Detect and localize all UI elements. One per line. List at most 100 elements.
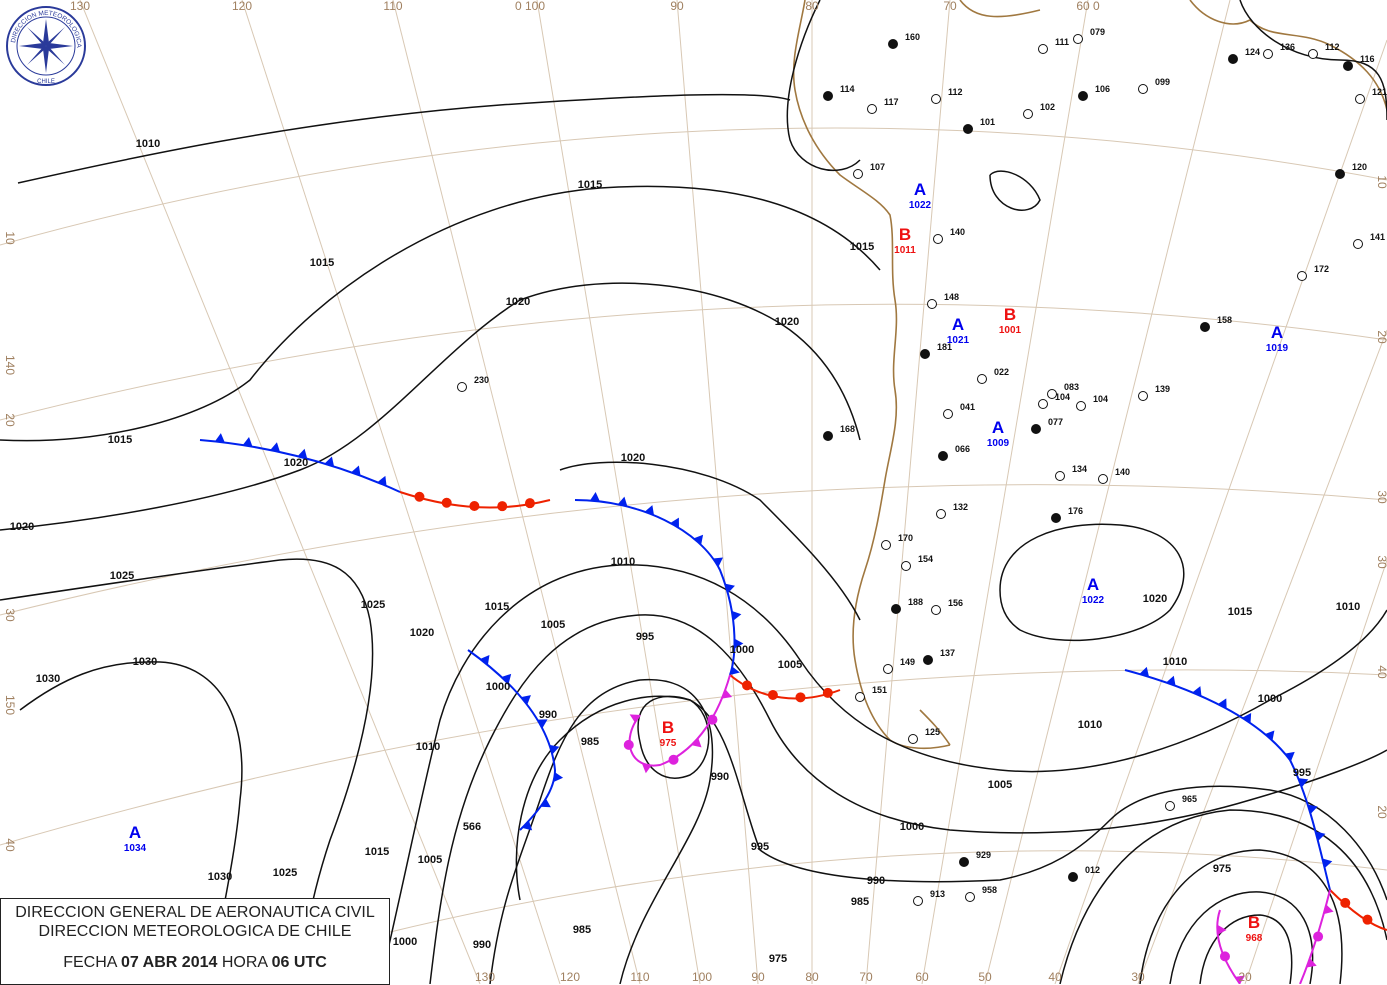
station-pressure: 104 xyxy=(1055,392,1070,402)
isobar-label: 1005 xyxy=(418,854,442,866)
center-pressure-value: 1021 xyxy=(947,335,970,346)
bottom-grid-label: 120 xyxy=(560,970,580,984)
isobar xyxy=(990,171,1040,210)
bottom-grid-label: 30 xyxy=(1131,970,1145,984)
hora-value: 06 UTC xyxy=(272,954,327,971)
station-pressure: 188 xyxy=(908,597,923,607)
station-pressure: 099 xyxy=(1155,77,1170,87)
station-pressure: 106 xyxy=(1095,84,1110,94)
isobar-label: 1015 xyxy=(365,846,389,858)
station-pressure: 137 xyxy=(940,648,955,658)
isobar-label: 1010 xyxy=(136,138,160,150)
top-grid-label: 120 xyxy=(232,0,252,13)
high-pressure-center: A xyxy=(1271,323,1283,342)
station-circle xyxy=(978,375,987,384)
bottom-grid-label: 40 xyxy=(1048,970,1062,984)
isobar-label: 995 xyxy=(1293,767,1311,779)
station-pressure: 012 xyxy=(1085,865,1100,875)
fecha-value: 07 ABR 2014 xyxy=(121,954,217,971)
front-triangle xyxy=(732,611,742,621)
station-circle xyxy=(1024,110,1033,119)
bottom-grid-label: 50 xyxy=(978,970,992,984)
station-circle xyxy=(902,562,911,571)
station-pressure: 168 xyxy=(840,424,855,434)
station-pressure: 132 xyxy=(953,502,968,512)
isobar-label: 1020 xyxy=(1143,593,1167,605)
cold-front xyxy=(575,500,734,675)
agency-line: DIRECCION GENERAL DE AERONAUTICA CIVIL xyxy=(1,903,389,922)
isobar-label: 1020 xyxy=(506,296,530,308)
front-triangle xyxy=(553,772,563,782)
isobar-label: 990 xyxy=(711,771,729,783)
station-pressure: 140 xyxy=(950,227,965,237)
isobar-label: 1005 xyxy=(541,619,565,631)
station-circle xyxy=(1166,802,1175,811)
bottom-grid-label: 130 xyxy=(475,970,495,984)
front-semicircle xyxy=(469,501,479,511)
station-pressure: 176 xyxy=(1068,506,1083,516)
station-circle xyxy=(868,105,877,114)
station-pressure: 148 xyxy=(944,292,959,302)
station-circle xyxy=(856,693,865,702)
station-pressure: 041 xyxy=(960,402,975,412)
isobar-label: 975 xyxy=(1213,863,1231,875)
station-pressure: 172 xyxy=(1314,264,1329,274)
isobar-label: 1005 xyxy=(988,779,1012,791)
station-circle xyxy=(928,300,937,309)
station-pressure: 112 xyxy=(948,87,963,97)
station-circle xyxy=(1139,392,1148,401)
front-semicircle xyxy=(525,498,535,508)
isobar-label: 985 xyxy=(581,736,599,748)
station-pressure: 117 xyxy=(884,97,899,107)
station-pressure: 111 xyxy=(1055,37,1069,47)
top-grid-label: 80 xyxy=(805,0,819,13)
left-grid-label: 10 xyxy=(3,231,17,245)
station-pressure: 913 xyxy=(930,889,945,899)
isobar-label: 990 xyxy=(539,709,557,721)
front-semicircle xyxy=(1362,915,1372,925)
station-circle xyxy=(889,40,898,49)
isobar-label: 1015 xyxy=(1228,606,1252,618)
front-triangle xyxy=(1217,925,1226,935)
station-pressure: 101 xyxy=(980,117,995,127)
station-circle xyxy=(884,665,893,674)
station-circle xyxy=(1229,55,1238,64)
front-triangle xyxy=(243,437,253,447)
isobar-label: 1000 xyxy=(900,821,924,833)
center-pressure-value: 1009 xyxy=(987,438,1010,449)
low-pressure-center: B xyxy=(899,225,911,244)
hora-label: HORA xyxy=(222,954,267,971)
right-grid-label: 20 xyxy=(1375,330,1387,344)
station-pressure: 116 xyxy=(1360,54,1375,64)
station-circle xyxy=(914,897,923,906)
isobar-label: 1010 xyxy=(1163,656,1187,668)
station-pressure: 114 xyxy=(840,84,855,94)
front-semicircle xyxy=(414,492,424,502)
station-circle xyxy=(909,735,918,744)
front-semicircle xyxy=(768,690,778,700)
high-pressure-center: A xyxy=(952,315,964,334)
fecha-label: FECHA xyxy=(63,954,116,971)
left-grid-label: 20 xyxy=(3,413,17,427)
front-semicircle xyxy=(742,680,752,690)
bottom-grid-label: 70 xyxy=(859,970,873,984)
station-circle xyxy=(1039,45,1048,54)
station-circle xyxy=(1298,272,1307,281)
station-pressure: 104 xyxy=(1093,394,1108,404)
station-pressure: 139 xyxy=(1155,384,1170,394)
station-pressure: 154 xyxy=(918,554,933,564)
right-grid-label: 10 xyxy=(1375,175,1387,189)
isobar-label: 1020 xyxy=(621,452,645,464)
station-circle xyxy=(1309,50,1318,59)
isobar-label: 566 xyxy=(463,821,481,833)
isobar-label: 1030 xyxy=(36,673,60,685)
meridian xyxy=(985,0,1230,984)
station-circle xyxy=(960,858,969,867)
station-circle xyxy=(1056,472,1065,481)
station-pressure: 140 xyxy=(1115,467,1130,477)
isobar-label: 1030 xyxy=(208,871,232,883)
